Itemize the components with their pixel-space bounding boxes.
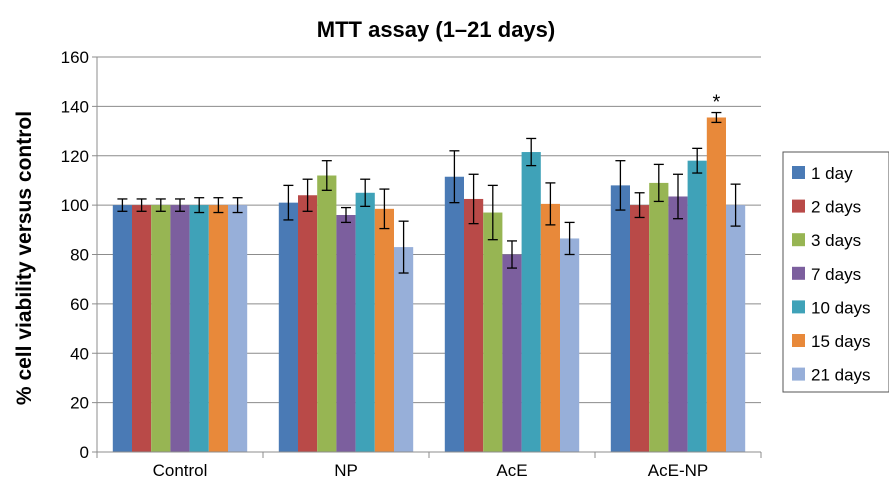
x-tick-label: AcE-NP (648, 461, 708, 480)
bar (355, 192, 375, 452)
x-tick-label: NP (334, 461, 358, 480)
legend-swatch (792, 233, 805, 247)
significance-marker: * (713, 92, 721, 114)
legend-label: 7 days (811, 265, 861, 284)
y-tick-label: 80 (70, 246, 89, 265)
bar (228, 205, 248, 452)
bar (687, 160, 707, 452)
legend-label: 2 days (811, 198, 861, 217)
y-tick-label: 140 (61, 97, 89, 116)
bar (336, 215, 356, 452)
bar (649, 182, 669, 452)
bar (560, 238, 580, 452)
bar (278, 202, 298, 452)
y-tick-label: 40 (70, 344, 89, 363)
bar (112, 205, 132, 452)
legend-label: 15 days (811, 332, 871, 351)
bar (170, 205, 190, 452)
bar (706, 117, 726, 452)
error-bars (117, 111, 741, 274)
bar (483, 212, 503, 452)
annotations: * (713, 92, 721, 114)
legend-swatch (792, 367, 805, 381)
bar (298, 195, 318, 452)
y-tick-label: 20 (70, 394, 89, 413)
y-tick-labels: 0 20 40 60 80 100 120 140 160 (61, 48, 89, 462)
bar (317, 175, 337, 452)
bar (444, 176, 464, 452)
bar (394, 247, 414, 452)
x-tick-label: AcE (496, 461, 527, 480)
bar (521, 152, 541, 452)
category-labels: Control NP AcE AcE-NP (153, 461, 709, 480)
x-tick-label: Control (153, 461, 208, 480)
y-tick-label: 160 (61, 48, 89, 67)
bar (151, 205, 171, 452)
legend-swatch (792, 334, 805, 347)
bar (208, 205, 228, 452)
bar (132, 205, 152, 452)
bar (502, 254, 522, 452)
bar (610, 185, 630, 452)
bar (668, 196, 688, 452)
legend-label: 10 days (811, 298, 871, 317)
bars (112, 117, 746, 452)
axes (92, 56, 762, 458)
y-axis-label: % cell viability versus control (13, 111, 36, 405)
legend: 1 day 2 days 3 days 7 days 10 days 15 days 21 … (782, 151, 889, 393)
bar (726, 205, 746, 452)
legend-label: 21 days (811, 366, 871, 385)
bar (374, 208, 394, 452)
y-tick-label: 0 (80, 443, 89, 462)
legend-swatch (792, 266, 805, 280)
y-tick-label: 100 (61, 196, 89, 215)
legend-swatch (792, 300, 805, 314)
legend-label: 1 day (811, 164, 853, 183)
y-tick-label: 120 (61, 147, 89, 166)
legend-swatch (792, 166, 805, 179)
bar (630, 205, 650, 452)
legend-swatch (792, 199, 805, 213)
legend-label: 3 days (811, 231, 861, 250)
bar (189, 205, 209, 452)
y-tick-label: 60 (70, 295, 89, 314)
bar (540, 203, 560, 452)
chart-title: MTT assay (1–21 days) (317, 17, 555, 42)
bar (464, 198, 484, 452)
